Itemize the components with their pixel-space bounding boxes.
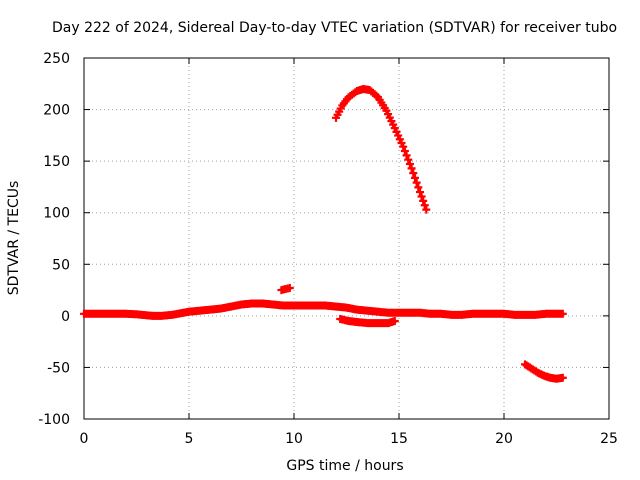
data-point bbox=[416, 188, 424, 197]
series-baseline bbox=[80, 299, 567, 320]
data-point bbox=[390, 317, 399, 326]
chart-title: Day 222 of 2024, Sidereal Day-to-day VTE… bbox=[52, 20, 617, 36]
data-point bbox=[419, 196, 428, 205]
y-tick-label: 0 bbox=[61, 309, 70, 325]
y-tick-label: 250 bbox=[43, 51, 70, 67]
data-point bbox=[405, 160, 414, 169]
x-axis-title: GPS time / hours bbox=[286, 458, 403, 474]
data-point bbox=[412, 178, 421, 187]
data-point bbox=[400, 147, 409, 156]
data-point bbox=[558, 373, 567, 382]
series-segment-late bbox=[521, 360, 567, 383]
y-tick-label: 150 bbox=[43, 154, 70, 170]
axis-ticks: 0 5 10 15 20 25 -100 -50 0 50 100 150 200 250 bbox=[38, 51, 618, 447]
data-point bbox=[417, 192, 426, 201]
data-point bbox=[422, 205, 431, 214]
data-point bbox=[407, 164, 416, 173]
plot-frame bbox=[83, 57, 610, 420]
x-tick-label: 5 bbox=[185, 431, 194, 447]
series-segment-low-mid bbox=[336, 314, 399, 328]
data-point bbox=[420, 201, 429, 210]
data-point bbox=[558, 309, 567, 318]
data-point bbox=[285, 284, 294, 293]
y-axis-title: SDTVAR / TECUs bbox=[6, 181, 22, 296]
y-tick-label: 200 bbox=[43, 103, 70, 119]
x-tick-label: 20 bbox=[495, 431, 513, 447]
y-tick-label: -50 bbox=[47, 360, 70, 376]
data-point bbox=[409, 169, 418, 178]
series-segment-short bbox=[277, 284, 294, 295]
x-tick-label: 25 bbox=[600, 431, 618, 447]
data-point bbox=[402, 151, 411, 160]
data-point bbox=[404, 155, 413, 164]
x-tick-label: 15 bbox=[390, 431, 408, 447]
series-segment-high bbox=[332, 84, 431, 214]
data-point bbox=[399, 142, 408, 151]
data-points bbox=[80, 84, 567, 383]
y-tick-label: -100 bbox=[38, 412, 70, 428]
x-tick-label: 0 bbox=[80, 431, 89, 447]
y-tick-label: 50 bbox=[52, 257, 70, 273]
data-point bbox=[414, 183, 423, 192]
y-tick-label: 100 bbox=[43, 206, 70, 222]
data-point bbox=[410, 173, 419, 182]
x-tick-label: 10 bbox=[285, 431, 303, 447]
grid bbox=[84, 58, 609, 419]
